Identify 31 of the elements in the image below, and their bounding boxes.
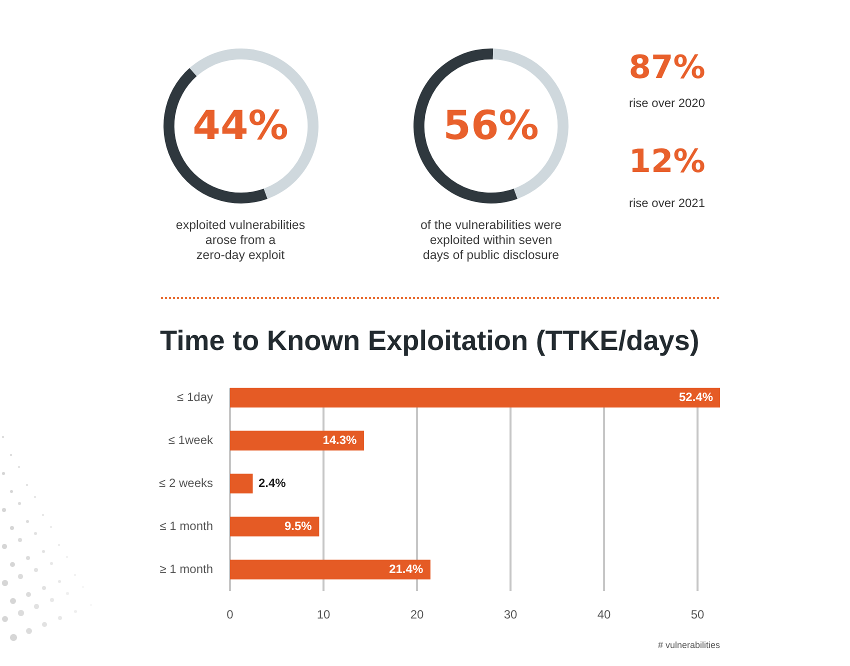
y-tick-label: ≤ 1week [168, 432, 214, 447]
x-tick-label: 0 [226, 608, 234, 622]
text: 56% [443, 102, 539, 148]
y-tick-label: ≤ 1day [177, 390, 213, 404]
data-label: 9.5% [284, 518, 312, 533]
x-tick-label: 20 [410, 608, 424, 622]
x-tick-label: 30 [504, 608, 518, 622]
bar [230, 516, 320, 536]
data-label: 2.4% [258, 476, 286, 490]
y-tick-label: ≤ 1 month [160, 518, 213, 533]
bar [230, 388, 720, 408]
x-tick-label: 10 [316, 608, 331, 622]
x-tick-label: 50 [690, 608, 705, 622]
text: of the vulnerabilities were exploited within seven days of public disclosure [419, 218, 563, 262]
x-tick-label: 40 [597, 608, 612, 622]
text: rise over 2021 [628, 196, 706, 210]
bar [230, 560, 430, 580]
data-label: 21.4% [389, 562, 424, 576]
data-label: 14.3% [322, 432, 358, 447]
data-label: 52.4% [678, 390, 714, 404]
chart-title: Time to Known Exploitation (TTKE/days) [160, 325, 700, 357]
text: 87% [628, 48, 706, 86]
y-tick-label: ≥ 1 month [160, 562, 213, 576]
y-tick-label: ≤ 2 weeks [159, 476, 213, 490]
bar [230, 430, 364, 450]
text: 44% [192, 102, 288, 148]
text: exploited vulnerabilities arose from a zero-day exploit [174, 218, 306, 262]
x-axis-title: # vulnerabilities [658, 640, 720, 650]
text: rise over 2020 [628, 96, 706, 110]
bar [230, 474, 253, 494]
text: 12% [628, 142, 706, 180]
